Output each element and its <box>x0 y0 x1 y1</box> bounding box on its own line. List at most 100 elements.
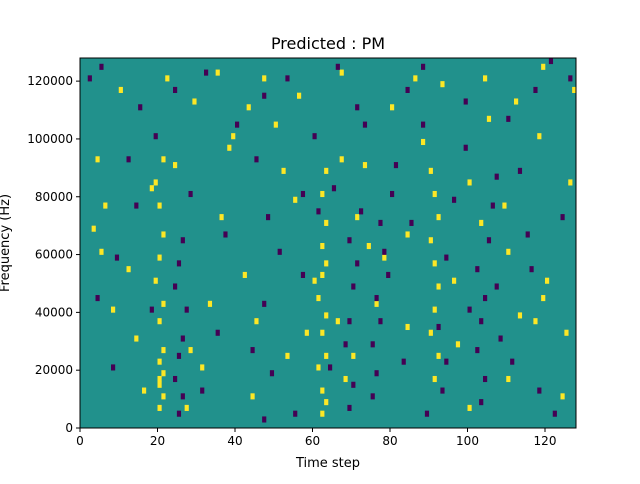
heatmap-cell-high <box>436 283 441 290</box>
y-axis-label: Frequency (Hz) <box>0 194 13 292</box>
heatmap-cell-high <box>250 393 255 400</box>
plot-area <box>79 57 577 429</box>
heatmap-cell-high <box>324 167 329 174</box>
heatmap-cell-high <box>362 162 368 169</box>
heatmap-cell-low <box>359 208 364 215</box>
heatmap-cell-high <box>428 167 433 174</box>
heatmap-cell-high <box>382 254 387 261</box>
y-tick-label: 60000 <box>35 248 73 262</box>
x-tick-label: 60 <box>305 434 320 448</box>
x-tick-label: 120 <box>534 434 557 448</box>
heatmap-cell-low <box>452 196 457 203</box>
heatmap-cells <box>87 58 577 423</box>
heatmap-cell-high <box>428 329 433 336</box>
heatmap-cell-low <box>204 69 209 76</box>
heatmap-cell-high <box>312 277 317 284</box>
heatmap-cell-low <box>176 260 182 267</box>
heatmap-cell-high <box>320 387 325 394</box>
heatmap-cell-high <box>173 162 178 169</box>
chart-title: Predicted : PM <box>271 34 385 53</box>
heatmap-cell-low <box>347 237 352 244</box>
heatmap-cell-high <box>320 243 325 250</box>
heatmap-cell-high <box>91 225 96 232</box>
heatmap-cell-high <box>483 75 488 82</box>
heatmap-cell-high <box>324 399 329 406</box>
heatmap-cell-low <box>525 231 530 238</box>
heatmap-cell-low <box>184 306 189 313</box>
heatmap-cell-low <box>483 375 488 383</box>
heatmap-cell-low <box>479 399 484 406</box>
x-tick-label: 0 <box>76 434 84 448</box>
heatmap-cell-low <box>331 185 337 192</box>
heatmap-cell-high <box>153 277 158 284</box>
heatmap-cell-low <box>235 121 240 128</box>
heatmap-cell-high <box>242 271 247 278</box>
heatmap-cell-high <box>564 329 569 336</box>
heatmap-cell-high <box>157 318 162 325</box>
heatmap-cell-high <box>541 63 546 70</box>
heatmap-cell-high <box>157 375 162 383</box>
heatmap-cell-high <box>506 375 511 383</box>
heatmap-cell-low <box>87 75 92 82</box>
heatmap-cell-high <box>254 318 259 325</box>
heatmap-cell-low <box>506 115 511 122</box>
heatmap-cell-low <box>347 318 352 325</box>
heatmap-cell-low <box>374 370 379 377</box>
heatmap-cell-high <box>118 86 123 93</box>
heatmap-cell-low <box>486 237 492 244</box>
heatmap-cell-high <box>339 156 344 163</box>
heatmap-cell-low <box>494 283 499 290</box>
heatmap-cell-high <box>157 254 162 261</box>
heatmap-cell-high <box>405 231 410 238</box>
heatmap-cell-low <box>552 410 557 417</box>
heatmap-cell-high <box>324 260 329 267</box>
heatmap-cell-high <box>304 329 309 336</box>
x-tick-label: 80 <box>382 434 397 448</box>
heatmap-cell-low <box>498 335 503 342</box>
heatmap-cell-low <box>200 387 205 394</box>
heatmap-cell-high <box>545 277 550 284</box>
heatmap-cell-low <box>351 283 356 290</box>
heatmap-cell-low <box>362 121 368 128</box>
heatmap-cell-high <box>432 260 437 267</box>
heatmap-cell-high <box>161 347 166 354</box>
heatmap-cell-high <box>246 104 251 111</box>
heatmap-cell-low <box>262 300 267 307</box>
heatmap-cell-low <box>533 86 538 93</box>
heatmap-cell-high <box>157 358 162 365</box>
heatmap-cell-high <box>161 156 166 163</box>
heatmap-cell-high <box>320 271 325 278</box>
heatmap-cell-low <box>436 323 441 331</box>
heatmap-cell-low <box>475 266 480 273</box>
heatmap-cell-high <box>149 185 154 192</box>
heatmap-cell-high <box>428 237 433 244</box>
heatmap-cell-high <box>207 300 213 307</box>
heatmap-cell-low <box>223 231 228 238</box>
heatmap-cell-low <box>393 162 399 169</box>
heatmap-cell-high <box>324 312 329 319</box>
heatmap-cell-high <box>436 214 441 221</box>
y-tick-label: 80000 <box>35 190 73 204</box>
y-tick-label: 100000 <box>27 132 73 146</box>
heatmap-cell-low <box>351 381 356 388</box>
heatmap-cell-low <box>510 358 515 365</box>
heatmap-cell-low <box>444 358 449 365</box>
heatmap-cell-low <box>335 63 340 70</box>
heatmap-cell-low <box>111 364 116 371</box>
heatmap-cell-low <box>560 214 565 221</box>
y-axis: 0 20000 40000 60000 80000 100000 120000 <box>27 74 80 435</box>
heatmap-cell-low <box>382 248 387 255</box>
heatmap-cell-high <box>316 295 321 302</box>
heatmap-cell-low <box>293 410 298 417</box>
y-tick-label: 0 <box>65 421 73 435</box>
heatmap-cell-high <box>339 69 344 76</box>
heatmap-cell-low <box>114 254 120 261</box>
heatmap-cell-high <box>560 393 565 400</box>
heatmap-cell-low <box>277 248 282 255</box>
heatmap-cell-low <box>99 63 104 70</box>
heatmap-cell-low <box>355 104 360 111</box>
heatmap-cell-high <box>421 138 426 146</box>
heatmap-cell-high <box>351 352 356 359</box>
